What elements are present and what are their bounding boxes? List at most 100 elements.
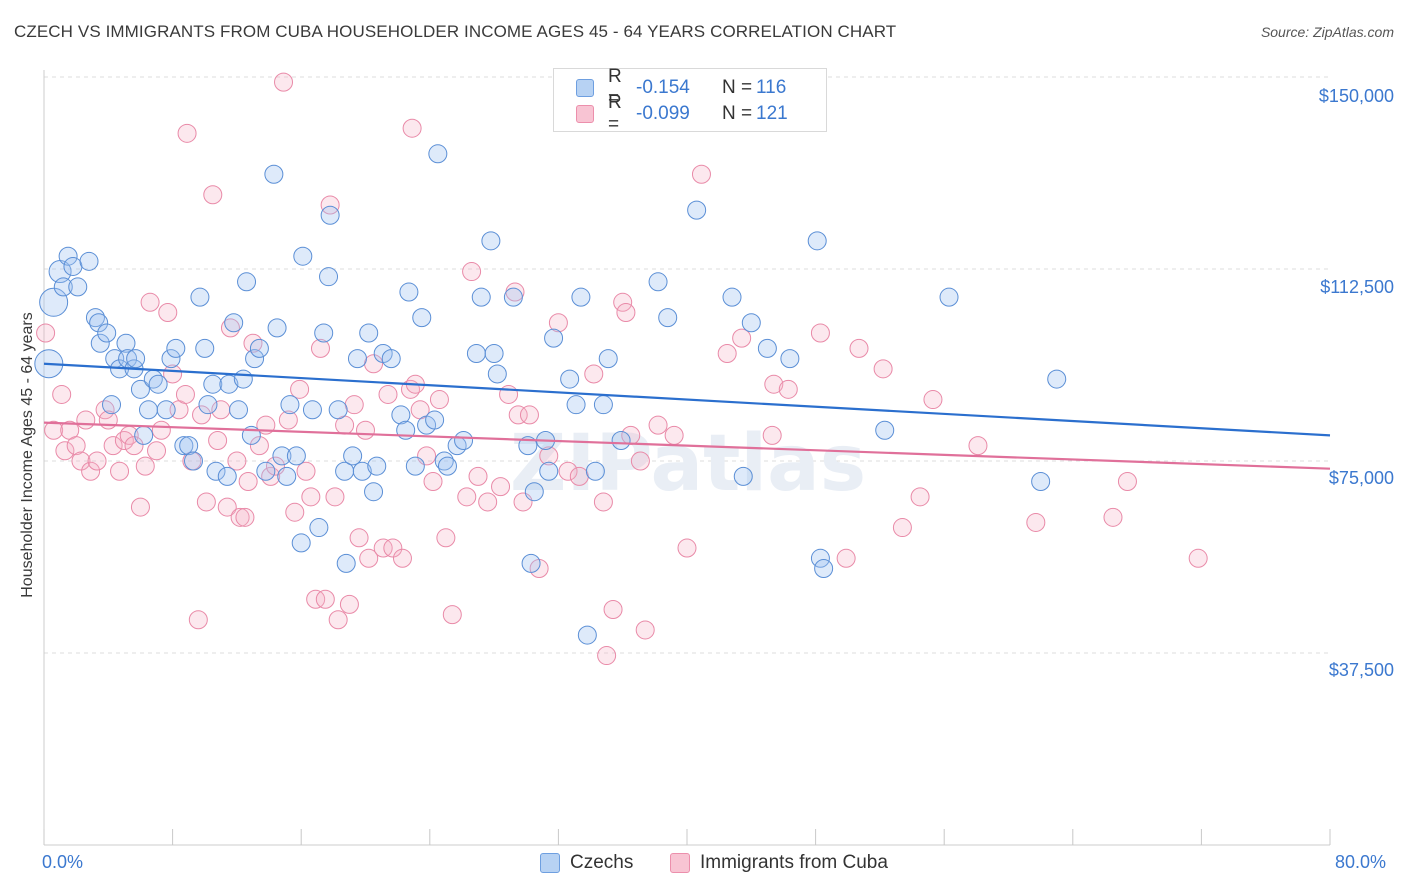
data-point-cuba — [227, 451, 247, 471]
legend-label-cuba: Immigrants from Cuba — [700, 852, 888, 873]
data-point-czech — [309, 518, 329, 538]
data-point-czech — [524, 482, 544, 502]
y-tick-label: $37,500 — [1328, 660, 1394, 680]
data-point-cuba — [135, 456, 155, 476]
data-point-cuba — [849, 338, 869, 358]
data-point-cuba — [597, 646, 617, 666]
data-point-czech — [566, 395, 586, 415]
data-point-czech — [364, 482, 384, 502]
x-tick-label: 0.0% — [42, 852, 84, 872]
data-point-cuba — [593, 492, 613, 512]
data-point-czech — [134, 425, 154, 445]
data-point-cuba — [732, 328, 752, 348]
trend-line-czechs — [43, 362, 1331, 437]
data-point-cuba — [548, 313, 568, 333]
data-point-cuba — [491, 477, 511, 497]
data-point-cuba — [519, 405, 539, 425]
data-point-cuba — [1188, 548, 1208, 568]
data-point-czech — [183, 451, 203, 471]
data-point-cuba — [192, 405, 212, 425]
data-point-czech — [648, 272, 668, 292]
data-point-cuba — [603, 599, 623, 619]
data-point-cuba — [344, 395, 364, 415]
data-point-cuba — [320, 195, 340, 215]
data-point-cuba — [98, 410, 118, 430]
data-point-czech — [425, 410, 445, 430]
data-point-czech — [291, 533, 311, 553]
data-point-czech — [367, 456, 387, 476]
data-point-czech — [219, 374, 239, 394]
data-point-cuba — [147, 441, 167, 461]
data-point-czech — [89, 313, 109, 333]
data-point-czech — [166, 338, 186, 358]
legend-item-czechs[interactable]: Czechs — [540, 852, 633, 874]
data-point-cuba — [151, 420, 171, 440]
data-point-cuba — [836, 548, 856, 568]
data-point-cuba — [110, 461, 130, 481]
data-point-czech — [198, 395, 218, 415]
series-czechs — [34, 144, 1067, 645]
data-point-cuba — [158, 303, 178, 323]
data-point-czech — [130, 379, 150, 399]
data-point-czech — [544, 328, 564, 348]
data-point-cuba — [315, 589, 335, 609]
data-point-czech — [577, 625, 597, 645]
data-point-cuba — [810, 323, 830, 343]
data-point-czech — [336, 553, 356, 573]
legend-item-cuba[interactable]: Immigrants from Cuba — [670, 852, 888, 874]
data-point-cuba — [1103, 507, 1123, 527]
correlation-legend: R = -0.154 N = 116 R = -0.099 N = 121 — [553, 66, 827, 135]
data-point-cuba — [717, 343, 737, 363]
data-point-czech — [264, 164, 284, 184]
data-point-cuba — [1026, 512, 1046, 532]
data-point-czech — [437, 456, 457, 476]
data-point-cuba — [243, 333, 263, 353]
data-point-cuba — [71, 451, 91, 471]
data-point-cuba — [378, 384, 398, 404]
chart-title: CZECH VS IMMIGRANTS FROM CUBA HOUSEHOLDE… — [14, 22, 897, 41]
data-point-czech — [687, 200, 707, 220]
data-point-czech — [319, 267, 339, 287]
data-point-cuba — [130, 497, 150, 517]
legend-swatch-cuba — [670, 853, 690, 873]
data-point-czech — [206, 461, 226, 481]
data-point-cuba — [356, 420, 375, 440]
data-point-czech — [203, 374, 223, 394]
data-point-czech — [224, 313, 244, 333]
gridlines — [44, 76, 1330, 654]
data-point-cuba — [873, 359, 893, 379]
data-point-cuba — [910, 487, 930, 507]
data-point-czech — [272, 446, 292, 466]
r-value: -0.099 — [636, 103, 690, 124]
data-point-czech — [503, 287, 523, 307]
data-point-cuba — [499, 384, 519, 404]
data-point-czech — [428, 144, 448, 164]
data-point-czech — [102, 395, 122, 415]
data-point-cuba — [442, 605, 462, 625]
data-point-cuba — [217, 497, 237, 517]
data-point-czech — [810, 548, 830, 568]
data-point-cuba — [339, 594, 359, 614]
data-point-czech — [68, 277, 88, 297]
data-point-czech — [195, 338, 215, 358]
data-point-czech — [807, 231, 827, 251]
data-point-cuba — [95, 400, 115, 420]
data-point-cuba — [569, 466, 589, 486]
data-point-czech — [267, 318, 287, 338]
data-point-czech — [126, 349, 146, 369]
data-point-czech — [1031, 471, 1051, 491]
data-point-cuba — [429, 390, 449, 410]
data-point-cuba — [81, 461, 101, 481]
data-point-cuba — [208, 431, 228, 451]
data-point-cuba — [508, 405, 528, 425]
data-point-cuba — [196, 492, 216, 512]
data-point-czech — [90, 333, 110, 353]
data-point-czech — [314, 323, 334, 343]
data-point-czech — [174, 436, 194, 456]
data-point-cuba — [923, 390, 943, 410]
y-tick-label: $150,000 — [1318, 86, 1394, 106]
data-point-cuba — [55, 441, 75, 461]
data-point-cuba — [278, 410, 298, 430]
data-point-czech — [347, 349, 367, 369]
